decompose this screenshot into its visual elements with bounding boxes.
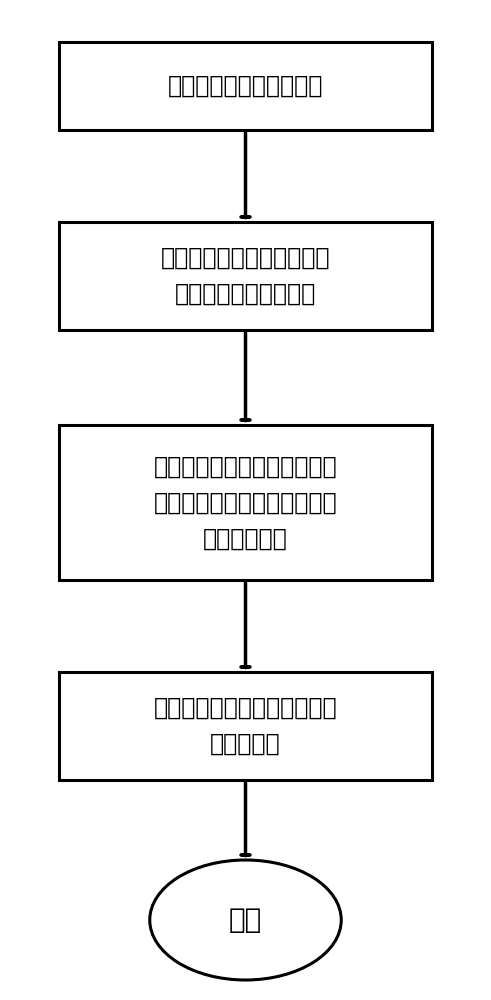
Text: 建立光伏电站模型，涵盖所有: 建立光伏电站模型，涵盖所有 bbox=[154, 490, 337, 514]
Bar bbox=[59, 222, 432, 330]
Bar bbox=[59, 42, 432, 130]
Text: 据，开展单机模型验证: 据，开展单机模型验证 bbox=[175, 282, 316, 306]
Bar bbox=[59, 425, 432, 580]
Text: 以实际电站电气结构为基础，: 以实际电站电气结构为基础， bbox=[154, 454, 337, 479]
Text: 建立光伏逆变器单机模型: 建立光伏逆变器单机模型 bbox=[168, 74, 323, 98]
Ellipse shape bbox=[150, 860, 341, 980]
Text: 标准符合性评价光伏电站低电: 标准符合性评价光伏电站低电 bbox=[154, 696, 337, 720]
Text: 型号单机模型: 型号单机模型 bbox=[203, 526, 288, 550]
Text: 结束: 结束 bbox=[229, 906, 262, 934]
Text: 压穿越性能: 压穿越性能 bbox=[210, 732, 281, 756]
Bar bbox=[59, 672, 432, 780]
Text: 结合单机实测数据与仿真数: 结合单机实测数据与仿真数 bbox=[161, 246, 330, 270]
